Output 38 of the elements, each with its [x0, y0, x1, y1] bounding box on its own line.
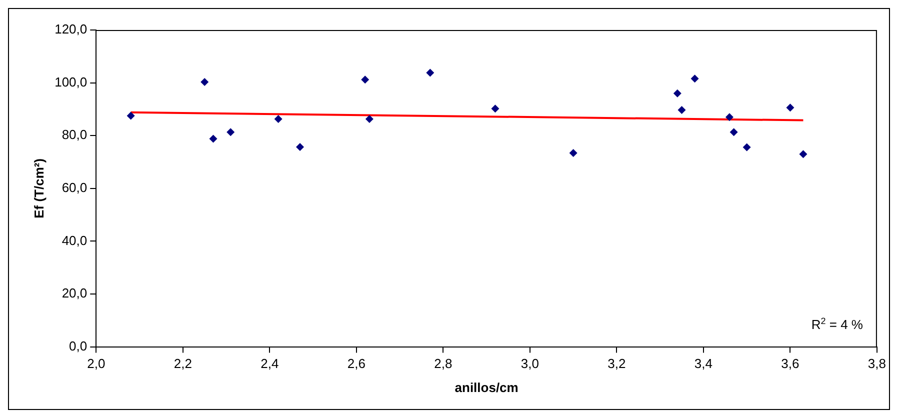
y-tick-label: 40,0 [62, 232, 88, 248]
x-tick-label: 3,6 [781, 356, 800, 372]
y-tick-label: 0,0 [69, 338, 88, 354]
y-tick-label: 60,0 [62, 180, 88, 195]
y-tick-label: 100,0 [54, 74, 88, 90]
point [742, 143, 751, 152]
y-tick-label: 80,0 [62, 127, 88, 142]
point [799, 150, 808, 158]
point [361, 76, 370, 84]
point [274, 114, 282, 123]
point [296, 142, 304, 151]
x-tick-label: 2,4 [260, 356, 279, 372]
x-tick-label: 3,4 [694, 356, 712, 372]
point [730, 128, 738, 136]
point [673, 89, 682, 98]
point [678, 106, 686, 114]
point [365, 114, 374, 123]
x-tick-label: 2,6 [347, 356, 366, 372]
y-tick-label: 120,0 [54, 22, 88, 37]
point [426, 68, 434, 77]
x-tick-label: 3,2 [608, 356, 626, 372]
point [200, 78, 209, 86]
x-tick-label: 2,2 [174, 356, 192, 372]
point [126, 112, 135, 120]
x-tick-label: 2,0 [87, 356, 106, 372]
point [569, 149, 578, 158]
x-axis-title: anillos/cm [454, 380, 518, 395]
point [491, 104, 500, 113]
y-tick-label: 20,0 [62, 286, 88, 301]
point [786, 104, 794, 112]
x-tick-label: 3,8 [868, 356, 886, 372]
y-axis-title: Ef (T/cm²) [31, 158, 46, 218]
point [226, 128, 235, 136]
point [690, 74, 699, 83]
point [725, 113, 734, 122]
x-tick-label: 3,0 [520, 356, 539, 372]
x-tick-label: 2,8 [434, 356, 452, 372]
point [209, 134, 218, 143]
